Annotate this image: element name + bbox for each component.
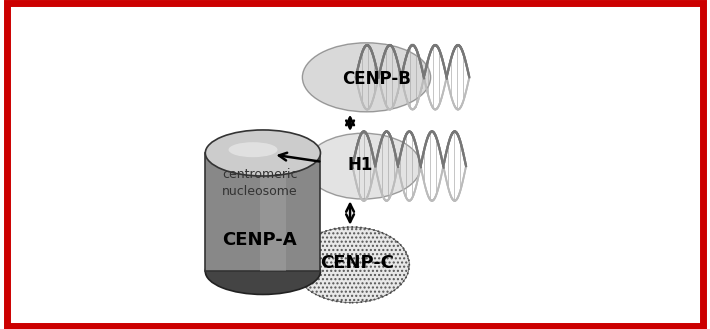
Ellipse shape <box>205 248 320 294</box>
Ellipse shape <box>229 142 278 157</box>
Text: CENP-B: CENP-B <box>342 70 411 88</box>
Ellipse shape <box>205 130 320 176</box>
Polygon shape <box>205 153 320 271</box>
Ellipse shape <box>294 227 409 303</box>
Text: CENP-C: CENP-C <box>320 254 393 272</box>
Ellipse shape <box>305 133 421 199</box>
Text: CENP-A: CENP-A <box>222 231 297 249</box>
Text: H1: H1 <box>347 156 373 173</box>
Ellipse shape <box>302 43 431 112</box>
Polygon shape <box>260 153 286 271</box>
Text: centromeric
nucleosome: centromeric nucleosome <box>222 167 297 198</box>
